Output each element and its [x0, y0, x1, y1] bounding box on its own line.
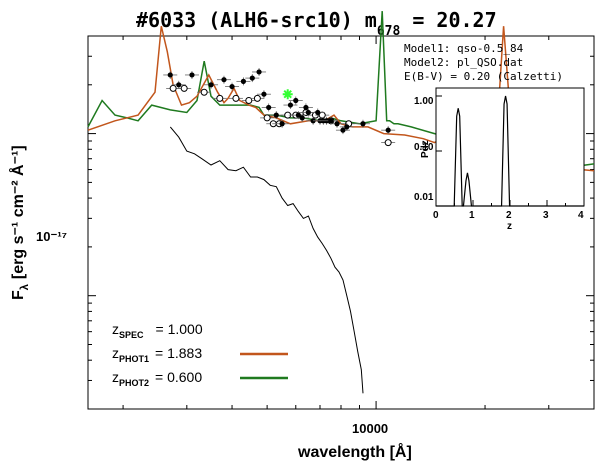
- pdz-inset-frame: [435, 87, 585, 207]
- pdz-curve: [436, 95, 584, 207]
- phot-filled-point: [221, 77, 227, 83]
- x-axis-label: wavelength [Å]: [297, 442, 412, 461]
- y-axis-label: Fλ[erg s⁻¹ cm⁻² Å⁻¹]: [8, 145, 31, 300]
- phot-open-point: [180, 84, 188, 92]
- legend-zphot2: zPHOT2 = 0.600: [112, 369, 202, 388]
- phot-filled-point: [360, 121, 366, 127]
- phot-filled-point: [256, 69, 262, 75]
- pdz-xtick-2: 2: [506, 210, 512, 221]
- extinction-text: E(B-V) = 0.20 (Calzetti): [404, 70, 563, 83]
- phot-filled-point: [299, 115, 305, 121]
- pdz-ytick-2: 0.10: [414, 142, 434, 153]
- phot-filled-point: [189, 72, 195, 78]
- phot-filled-point: [340, 127, 346, 133]
- phot-filled-point: [385, 127, 391, 133]
- phot-filled-point: [240, 78, 247, 84]
- phot-open-point: [200, 88, 208, 96]
- pdz-ylabel: Pdz: [420, 140, 431, 158]
- phot-open-point: [384, 139, 392, 147]
- model1-text: Model1: qso-0.5_84: [404, 42, 524, 55]
- pdz-ytick-3: 0.01: [414, 192, 434, 203]
- star-point: [282, 89, 293, 100]
- phot-filled-point: [328, 118, 334, 124]
- pdz-xtick-0: 0: [433, 210, 439, 221]
- phot-filled-point: [334, 121, 340, 127]
- pdz-xtick-1: 1: [469, 210, 475, 221]
- legend-zphot1: zPHOT1 = 1.883: [112, 345, 202, 364]
- phot-filled-point: [279, 121, 285, 127]
- phot-filled-point: [176, 82, 182, 88]
- phot-filled-point: [315, 109, 321, 116]
- phot-filled-point: [287, 102, 294, 108]
- phot-filled-point: [295, 112, 301, 118]
- pdz-xtick-4: 4: [578, 210, 584, 221]
- pdz-ytick-1: 1.00: [414, 96, 434, 107]
- phot-filled-point: [303, 104, 309, 111]
- phot-filled-point: [293, 97, 299, 104]
- phot-filled-point: [208, 82, 214, 88]
- pdz-xtick-3: 3: [543, 210, 549, 221]
- phot-filled-point: [305, 109, 311, 116]
- phot-filled-point: [273, 112, 279, 118]
- x-tick-label-10000: 10000: [352, 421, 388, 436]
- svg-text:Fλ[erg s⁻¹ cm⁻² Å⁻¹]: Fλ[erg s⁻¹ cm⁻² Å⁻¹]: [8, 145, 31, 300]
- phot-open-point: [169, 84, 177, 92]
- phot-open-point: [263, 114, 271, 122]
- series-line-3: [169, 126, 364, 394]
- y-tick-label: 10⁻¹⁷: [36, 229, 67, 244]
- phot-filled-point: [167, 72, 173, 78]
- legend-zspec: zSPEC = 1.000: [112, 321, 203, 340]
- phot-filled-point: [229, 83, 235, 90]
- chart-title: #6033 (ALH6-src10) m678 = 20.27: [136, 8, 497, 39]
- phot-open-point: [232, 94, 240, 102]
- phot-filled-point: [249, 75, 255, 81]
- axis-ticks: [88, 35, 595, 410]
- pdz-xlabel: z: [507, 221, 512, 232]
- phot-open-point: [216, 94, 224, 102]
- redshift-legend: zSPEC = 1.000 zPHOT1 = 1.883 zPHOT2 = 0.600: [112, 321, 288, 388]
- phot-open-point: [245, 97, 253, 105]
- pdz-inset: 1.00 0.10 0.01 0 1 2 3 4 z Pdz: [414, 87, 585, 232]
- model2-text: Model2: pl_QSO.dat: [404, 56, 523, 69]
- phot-filled-point: [344, 124, 350, 130]
- phot-open-point: [253, 94, 261, 102]
- phot-filled-point: [266, 104, 272, 111]
- phot-filled-point: [261, 91, 267, 97]
